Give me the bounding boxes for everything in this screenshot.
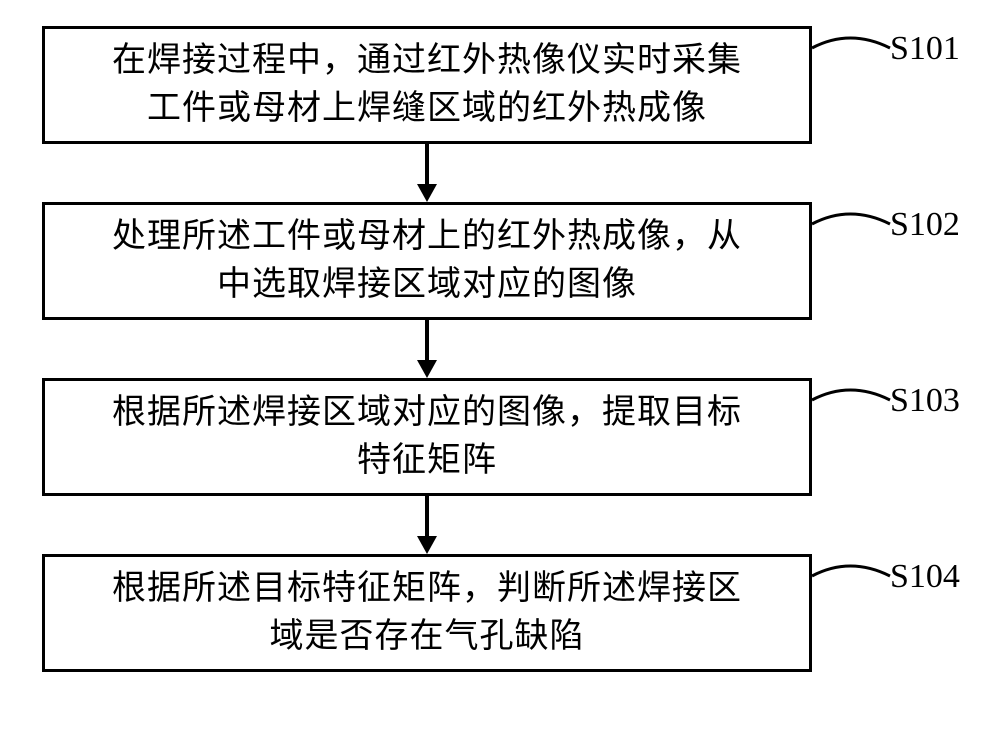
connector-s102 <box>810 202 892 242</box>
step-s104-line1: 根据所述目标特征矩阵，判断所述焊接区 <box>112 570 742 607</box>
step-text-s103: 根据所述焊接区域对应的图像，提取目标 特征矩阵 <box>112 389 742 484</box>
arrow-head-s103-s104 <box>417 536 437 554</box>
step-label-s102: S102 <box>890 206 960 244</box>
connector-s101 <box>810 26 892 66</box>
arrow-s103-s104 <box>425 496 429 536</box>
step-s103-line1: 根据所述焊接区域对应的图像，提取目标 <box>112 394 742 431</box>
step-box-s103: 根据所述焊接区域对应的图像，提取目标 特征矩阵 <box>42 378 812 496</box>
step-s102-line2: 中选取焊接区域对应的图像 <box>217 266 637 303</box>
step-label-s101: S101 <box>890 30 960 68</box>
step-s104-line2: 域是否存在气孔缺陷 <box>270 618 585 655</box>
arrow-s102-s103 <box>425 320 429 360</box>
step-s102-line1: 处理所述工件或母材上的红外热成像，从 <box>112 218 742 255</box>
step-s101-line2: 工件或母材上焊缝区域的红外热成像 <box>147 90 707 127</box>
step-text-s102: 处理所述工件或母材上的红外热成像，从 中选取焊接区域对应的图像 <box>112 213 742 308</box>
step-s103-line2: 特征矩阵 <box>357 442 497 479</box>
step-label-s104: S104 <box>890 558 960 596</box>
step-text-s104: 根据所述目标特征矩阵，判断所述焊接区 域是否存在气孔缺陷 <box>112 565 742 660</box>
connector-s104 <box>810 554 892 594</box>
connector-s103 <box>810 378 892 418</box>
step-label-s103: S103 <box>890 382 960 420</box>
flowchart-canvas: 在焊接过程中，通过红外热像仪实时采集 工件或母材上焊缝区域的红外热成像 S101… <box>0 0 1000 746</box>
arrow-s101-s102 <box>425 144 429 184</box>
arrow-head-s101-s102 <box>417 184 437 202</box>
step-box-s104: 根据所述目标特征矩阵，判断所述焊接区 域是否存在气孔缺陷 <box>42 554 812 672</box>
step-text-s101: 在焊接过程中，通过红外热像仪实时采集 工件或母材上焊缝区域的红外热成像 <box>112 37 742 132</box>
arrow-head-s102-s103 <box>417 360 437 378</box>
step-s101-line1: 在焊接过程中，通过红外热像仪实时采集 <box>112 42 742 79</box>
step-box-s102: 处理所述工件或母材上的红外热成像，从 中选取焊接区域对应的图像 <box>42 202 812 320</box>
step-box-s101: 在焊接过程中，通过红外热像仪实时采集 工件或母材上焊缝区域的红外热成像 <box>42 26 812 144</box>
